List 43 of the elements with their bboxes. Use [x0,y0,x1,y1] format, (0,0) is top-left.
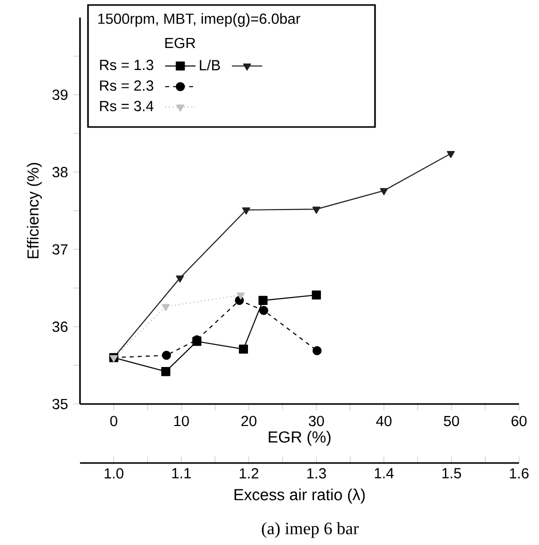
point [162,350,171,360]
point [242,207,250,215]
x-tick-label: 60 [512,416,527,426]
point [312,346,322,356]
x-tick-label: 20 [241,416,256,426]
y-tick-label: 37 [52,244,68,255]
x2-tick-label: 1.0 [104,468,124,479]
point [380,188,388,196]
point [259,306,268,315]
y-axis-title: Efficiency (%) [26,163,42,258]
point [312,290,321,300]
x2-tick-label: 1.1 [172,468,191,478]
legend-title: 1500rpm, MBT, imep(g)=6.0bar [98,13,300,27]
x2-tick-label: 1.5 [442,468,462,478]
x2-tick-label: 1.3 [307,468,326,479]
y-tick-label: 35 [52,398,68,410]
x-tick-label: 10 [174,416,189,426]
annotation: EGR [165,38,196,48]
point [161,366,170,376]
point [446,151,455,158]
y-tick-label: 38 [52,166,68,178]
x-tick-label: 0 [110,416,118,426]
legend-label: Rs = 3.4 [100,100,154,112]
point [238,344,248,354]
x2-tick-label: 1.6 [510,468,529,479]
point [236,292,245,300]
y-tick-label: 39 [52,90,68,100]
x-tick-label: 30 [308,416,324,426]
point [176,275,184,283]
y-tick-label: 36 [52,322,68,332]
x2-tick-label: 1.4 [374,468,394,478]
point [312,206,320,214]
x-axis-title: EGR (%) [268,430,330,446]
x-tick-label: 50 [444,416,460,426]
legend-label: L/B [200,60,220,70]
x-tick-label: 40 [376,416,392,426]
legend-label: Rs = 2.3 [100,80,154,91]
x2-axis-title: Excess air ratio (λ) [234,488,365,504]
point [258,296,268,305]
point [162,304,170,312]
x2-tick-label: 1.2 [240,468,258,478]
legend-label: Rs = 1.3 [100,60,154,70]
text: (a) imep 6 bar [262,522,359,538]
